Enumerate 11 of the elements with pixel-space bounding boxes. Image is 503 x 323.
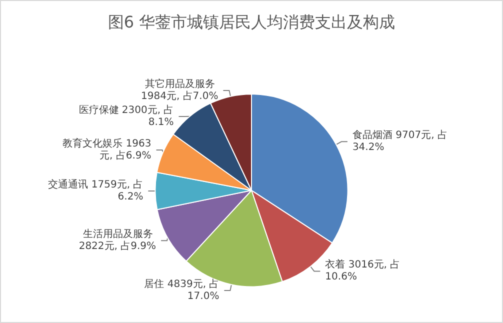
slice-label: 居住 4839元, 占17.0% <box>144 278 220 302</box>
slice-label: 其它用品及服务 <box>145 78 218 90</box>
slice-label: 医疗保健 2300元, 占8.1% <box>78 104 174 128</box>
slice-label: 食品烟酒 9707元, 占34.2% <box>352 129 448 154</box>
slice-label: 生活用品及服务 <box>82 228 156 240</box>
chart-title: 图6 华蓥市城镇居民人均消费支出及构成 <box>108 12 396 32</box>
slice-label: 衣着 3016元, 占10.6% <box>325 258 400 283</box>
slice-label: 教育文化娱乐 1963元, 占6.9% <box>62 138 152 162</box>
slice-label: 交通通讯 1759元, 占6.2% <box>48 178 144 203</box>
data-label: 1984元, 占7.0% <box>141 90 218 102</box>
data-label: 2822元, 占9.9% <box>78 240 156 252</box>
